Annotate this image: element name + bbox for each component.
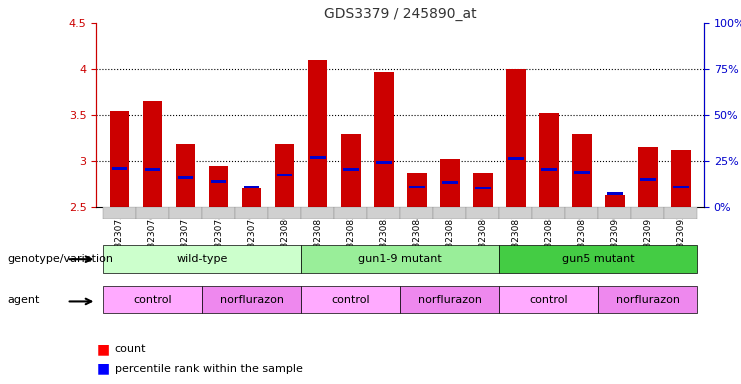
Bar [499,207,532,219]
Bar [640,178,656,181]
Bar [671,150,691,207]
Bar [605,195,625,207]
Bar [142,101,162,207]
Bar [532,207,565,219]
Bar [342,168,359,171]
Bar [574,171,590,174]
Text: norflurazon: norflurazon [219,295,284,305]
Bar [103,245,301,273]
Bar [367,207,400,219]
Text: wild-type: wild-type [176,254,227,264]
Bar [202,207,235,219]
Bar [268,207,301,219]
Bar [631,207,665,219]
Bar [244,186,259,189]
Bar [400,207,433,219]
Bar [598,207,631,219]
Bar [373,72,393,207]
Bar [400,286,499,313]
Bar [407,173,427,207]
Bar [541,168,556,171]
Bar [235,207,268,219]
Bar [439,159,459,207]
Bar [169,207,202,219]
Bar [144,168,160,171]
Text: ■: ■ [96,362,110,376]
Bar [242,188,262,207]
Bar [103,286,202,313]
Bar [103,207,136,219]
Text: agent: agent [7,295,40,305]
Bar [607,192,622,195]
Bar [110,111,130,207]
Text: gun1-9 mutant: gun1-9 mutant [358,254,442,264]
Bar [665,207,697,219]
Text: control: control [529,295,568,305]
Bar [473,173,493,207]
Bar [466,207,499,219]
Text: percentile rank within the sample: percentile rank within the sample [115,364,303,374]
Bar [442,181,458,184]
Text: norflurazon: norflurazon [616,295,679,305]
Text: genotype/variation: genotype/variation [7,254,113,264]
Text: control: control [331,295,370,305]
Bar [638,147,658,207]
Text: norflurazon: norflurazon [418,295,482,305]
Bar [499,286,598,313]
Bar [506,69,525,207]
Bar [334,207,367,219]
Title: GDS3379 / 245890_at: GDS3379 / 245890_at [324,7,476,21]
Text: count: count [115,344,147,354]
Bar [202,286,301,313]
Bar [409,186,425,189]
Text: control: control [133,295,172,305]
Bar [111,167,127,170]
Bar [176,144,196,207]
Bar [565,207,598,219]
Bar [673,186,688,189]
Bar [310,156,325,159]
Bar [433,207,466,219]
Bar [136,207,169,219]
Bar [301,207,334,219]
Bar [508,157,524,160]
Bar [598,286,697,313]
Bar [499,245,697,273]
Bar [341,134,361,207]
Bar [475,187,491,189]
Bar [376,161,391,164]
Bar [210,180,227,183]
Bar [275,144,294,207]
Bar [276,174,293,177]
Bar [539,113,559,207]
Bar [209,166,228,207]
Text: ■: ■ [96,343,110,356]
Bar [178,177,193,179]
Bar [572,134,591,207]
Bar [308,60,328,207]
Text: gun5 mutant: gun5 mutant [562,254,634,264]
Bar [301,245,499,273]
Bar [301,286,400,313]
